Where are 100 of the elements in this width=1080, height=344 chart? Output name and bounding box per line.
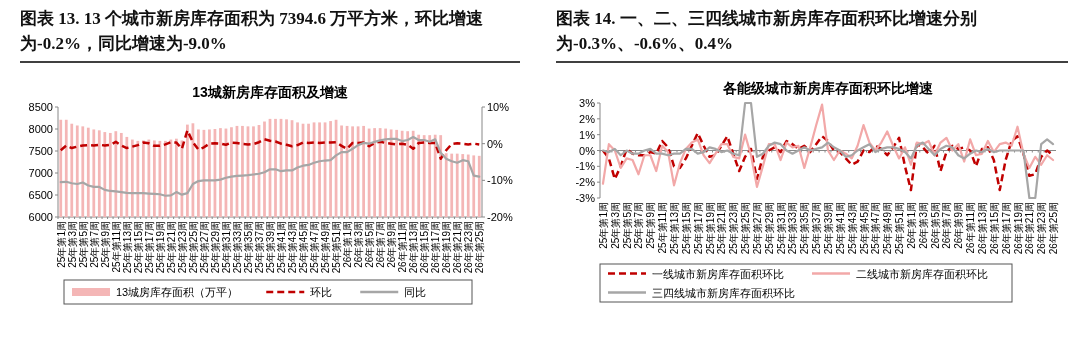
x-tick-label: 25年第7周 (88, 221, 100, 268)
y2-tick-label: -10% (487, 174, 513, 187)
x-tick-label: 25年第31周 (775, 202, 787, 255)
x-tick-label: 25年第17周 (692, 202, 704, 255)
x-tick-label: 26年第3周 (917, 202, 929, 249)
x-tick-label: 26年第11周 (965, 202, 977, 254)
x-tick-label: 25年第47周 (309, 221, 321, 274)
chart-subtitle: 各能级城市新房库存面积环比增速 (722, 80, 934, 96)
legend-label: 三四线城市新房库存面积环比 (652, 286, 795, 299)
x-tick-label: 25年第39周 (823, 202, 834, 255)
x-tick-label: 25年第11周 (657, 202, 669, 254)
x-tick-label: 26年第25周 (1048, 202, 1060, 255)
y-tick-label: -2% (575, 176, 596, 189)
x-tick-label: 25年第49周 (320, 221, 332, 274)
line-series (59, 135, 481, 197)
y-tick-label: 6000 (28, 211, 53, 223)
x-tick-label: 26年第9周 (386, 221, 398, 268)
x-tick-label: 25年第35周 (242, 221, 254, 274)
x-tick-label: 25年第15周 (132, 221, 144, 274)
x-tick-label: 25年第27周 (751, 202, 763, 255)
x-tick-label: 25年第1周 (597, 202, 609, 249)
x-tick-label: 26年第3周 (353, 221, 365, 268)
y-tick-label: 1% (579, 128, 596, 141)
x-tick-label: 25年第3周 (609, 202, 621, 249)
x-tick-label: 26年第5周 (929, 202, 941, 249)
x-tick-label: 25年第11周 (110, 221, 122, 273)
x-tick-label: 26年第19周 (441, 221, 453, 274)
y2-tick-label: -20% (487, 211, 513, 223)
line-series (59, 129, 481, 160)
x-tick-label: 25年第35周 (799, 202, 811, 255)
x-tick-label: 26年第21周 (1024, 202, 1036, 255)
x-tick-label: 25年第51周 (894, 202, 906, 255)
x-tick-label: 25年第27周 (198, 221, 210, 274)
x-tick-label: 25年第9周 (645, 202, 657, 249)
x-tick-label: 25年第3周 (66, 221, 78, 268)
x-tick-label: 26年第13周 (408, 221, 420, 274)
x-tick-label: 25年第37周 (811, 202, 823, 255)
x-tick-label: 25年第1周 (55, 221, 67, 268)
x-tick-label: 25年第23周 (728, 202, 740, 255)
x-tick-label: 26年第21周 (452, 221, 464, 274)
x-tick-label: 26年第9周 (953, 202, 965, 249)
x-tick-label: 26年第17周 (1000, 202, 1012, 255)
x-tick-label: 25年第21周 (165, 221, 177, 274)
x-tick-label: 25年第15周 (680, 202, 692, 255)
x-tick-label: 25年第43周 (287, 221, 299, 274)
x-tick-label: 25年第19周 (704, 202, 716, 255)
x-tick-label: 26年第7周 (941, 202, 953, 249)
x-tick-label: 25年第13周 (669, 202, 681, 255)
y-tick-label: 3% (579, 97, 596, 109)
x-tick-label: 25年第39周 (265, 221, 276, 274)
x-tick-label: 25年第41周 (834, 202, 846, 255)
y-tick-label: -1% (575, 160, 596, 173)
x-tick-label: 25年第23周 (176, 221, 188, 274)
x-tick-label: 25年第31周 (220, 221, 232, 274)
legend-label: 13城房库存面积（万平） (116, 286, 239, 298)
chart-title: 图表 13. 13 个城市新房库存面积为 7394.6 万平方米，环比增速为-0.2%，同比增速为-9.0% (20, 8, 485, 55)
x-tick-label: 25年第13周 (121, 221, 133, 274)
y-tick-label: 2% (579, 112, 596, 125)
x-tick-label: 26年第19周 (1012, 202, 1024, 255)
x-tick-label: 25年第5周 (77, 221, 89, 268)
x-tick-label: 26年第7周 (375, 221, 387, 268)
y-tick-label: 8500 (28, 101, 53, 113)
x-tick-label: 26年第1周 (905, 202, 917, 249)
x-tick-label: 26年第15周 (988, 202, 1000, 255)
legend-label: 环比 (310, 286, 333, 298)
x-tick-label: 25年第33周 (231, 221, 243, 274)
x-tick-label: 25年第17周 (143, 221, 155, 274)
y-tick-label: 7000 (28, 167, 53, 179)
y-tick-label: 0% (579, 144, 596, 157)
x-tick-label: 25年第19周 (154, 221, 166, 274)
chart-title: 图表 14. 一、二、三四线城市新房库存面积环比增速分别为-0.3%、-0.6%、0.4% (556, 8, 978, 55)
x-tick-label: 25年第51周 (331, 221, 343, 274)
x-tick-label: 25年第33周 (787, 202, 799, 255)
x-tick-label: 25年第45周 (298, 221, 310, 274)
x-tick-label: 25年第25周 (740, 202, 752, 255)
legend-label: 一线城市新房库存面积环比 (652, 267, 784, 280)
x-tick-label: 26年第25周 (474, 221, 486, 274)
x-tick-label: 25年第21周 (716, 202, 728, 255)
x-tick-label: 26年第1周 (342, 221, 354, 268)
x-tick-label: 25年第25周 (187, 221, 199, 274)
x-tick-label: 25年第45周 (858, 202, 870, 255)
x-tick-label: 25年第5周 (621, 202, 633, 249)
x-tick-label: 25年第9周 (99, 221, 111, 268)
x-tick-label: 26年第23周 (463, 221, 475, 274)
x-tick-label: 25年第37周 (253, 221, 265, 274)
x-tick-label: 26年第23周 (1036, 202, 1048, 255)
x-tick-label: 25年第43周 (846, 202, 858, 255)
x-tick-label: 25年第41周 (276, 221, 288, 274)
x-tick-label: 25年第49周 (882, 202, 894, 255)
x-tick-label: 26年第11周 (397, 221, 409, 273)
x-tick-label: 25年第29周 (209, 221, 221, 274)
legend-label: 二线城市新房库存面积环比 (856, 267, 988, 280)
x-tick-label: 25年第29周 (763, 202, 775, 255)
legend-label: 同比 (404, 286, 427, 298)
y-tick-label: 7500 (28, 145, 53, 157)
x-tick-label: 26年第17周 (430, 221, 442, 274)
y-tick-label: 6500 (28, 189, 53, 201)
x-tick-label: 25年第47周 (870, 202, 882, 255)
chart-subtitle: 13城新房库存面积及增速 (192, 84, 349, 100)
x-tick-label: 26年第13周 (976, 202, 988, 255)
